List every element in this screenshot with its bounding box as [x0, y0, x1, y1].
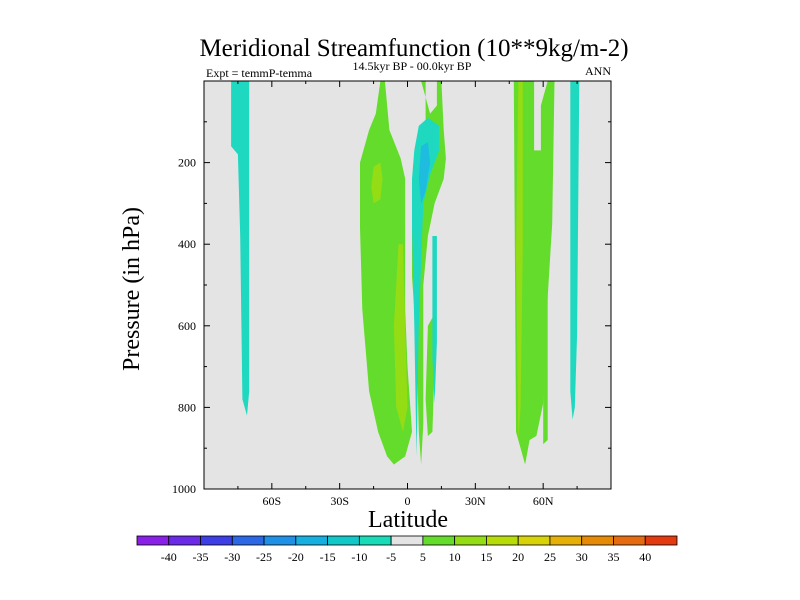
colorbar-label: 25 — [544, 550, 556, 564]
contour-region-cell-70S — [231, 81, 250, 416]
colorbar-label: -30 — [224, 550, 240, 564]
colorbar-swatch — [358, 535, 392, 546]
contour-region-cell-tropics-south-lower — [393, 244, 408, 432]
colorbar-swatch — [517, 535, 551, 546]
colorbar-swatch — [549, 535, 583, 546]
x-tick-label: 60N — [533, 494, 554, 508]
colorbar-label: -40 — [161, 550, 177, 564]
colorbar-label: -35 — [193, 550, 209, 564]
x-tick-label: 60S — [262, 494, 281, 508]
colorbar-label: -10 — [351, 550, 367, 564]
colorbar-swatch — [613, 535, 646, 546]
y-axis-label: Pressure (in hPa) — [119, 207, 145, 371]
colorbar-label: -5 — [386, 550, 396, 564]
contour-region-cell-equator-north-min — [418, 142, 431, 204]
colorbar-label: 15 — [480, 550, 492, 564]
colorbar-swatch — [422, 535, 456, 546]
axis-ticks: 60S 30S 0 30N 60N 200 400 600 800 1000 — [172, 81, 611, 508]
contour-region-cell-70N — [570, 81, 580, 420]
x-tick-label: 30N — [465, 494, 486, 508]
contour-region-cell-tropics-north-lower — [425, 317, 435, 436]
colorbar-label: -20 — [288, 550, 304, 564]
colorbar-label: 30 — [576, 550, 588, 564]
contour-region-cell-40N — [513, 81, 555, 465]
colorbar-swatch — [644, 535, 678, 546]
colorbar-swatch — [168, 535, 201, 546]
colorbar-swatch — [581, 535, 614, 546]
plot-area: 60S 30S 0 30N 60N 200 400 600 800 1000 — [172, 80, 612, 508]
period-label: 14.5kyr BP - 00.0kyr BP — [353, 59, 472, 73]
chart-title: Meridional Streamfunction (10**9kg/m-2) — [199, 35, 628, 62]
colorbar-swatch — [295, 535, 328, 546]
y-tick-label: 800 — [178, 400, 196, 414]
season-label: ANN — [585, 64, 611, 78]
x-axis-label: Latitude — [368, 507, 448, 533]
colorbar-swatch — [231, 535, 265, 546]
colorbar-label: 10 — [449, 550, 461, 564]
y-tick-label: 200 — [178, 156, 196, 170]
colorbar-swatch — [136, 535, 170, 546]
colorbar-label: -25 — [256, 550, 272, 564]
contour-region-cell-equator-north — [412, 117, 440, 457]
x-tick-label: 0 — [405, 494, 411, 508]
x-tick-label: 30S — [330, 494, 349, 508]
colorbar-label: 5 — [420, 550, 426, 564]
colorbar-label: 35 — [607, 550, 619, 564]
colorbar-swatch — [327, 535, 360, 546]
colorbar-swatch — [454, 535, 487, 546]
contour-region-cell-20N — [432, 236, 437, 404]
contour-region-cell-tropics-south-max — [371, 162, 383, 204]
colorbar-swatch — [390, 535, 424, 546]
experiment-label: Expt = temmP-temma — [206, 66, 313, 80]
colorbar-label: 20 — [512, 550, 524, 564]
colorbar: -40 -35 -30 -25 -20 -15 -10 -5 5 10 15 20 25 30 35 40 — [136, 535, 678, 564]
contour-regions — [231, 81, 580, 465]
colorbar-swatch — [200, 535, 233, 546]
y-tick-label: 600 — [178, 319, 196, 333]
colorbar-label: 40 — [639, 550, 651, 564]
contour-region-cell-60N — [543, 285, 548, 445]
y-tick-label: 1000 — [172, 482, 196, 496]
colorbar-swatch — [486, 535, 519, 546]
colorbar-swatch — [263, 535, 297, 546]
contour-region-cell-40N-max — [516, 81, 523, 440]
colorbar-label: -15 — [320, 550, 336, 564]
y-tick-label: 400 — [178, 237, 196, 251]
